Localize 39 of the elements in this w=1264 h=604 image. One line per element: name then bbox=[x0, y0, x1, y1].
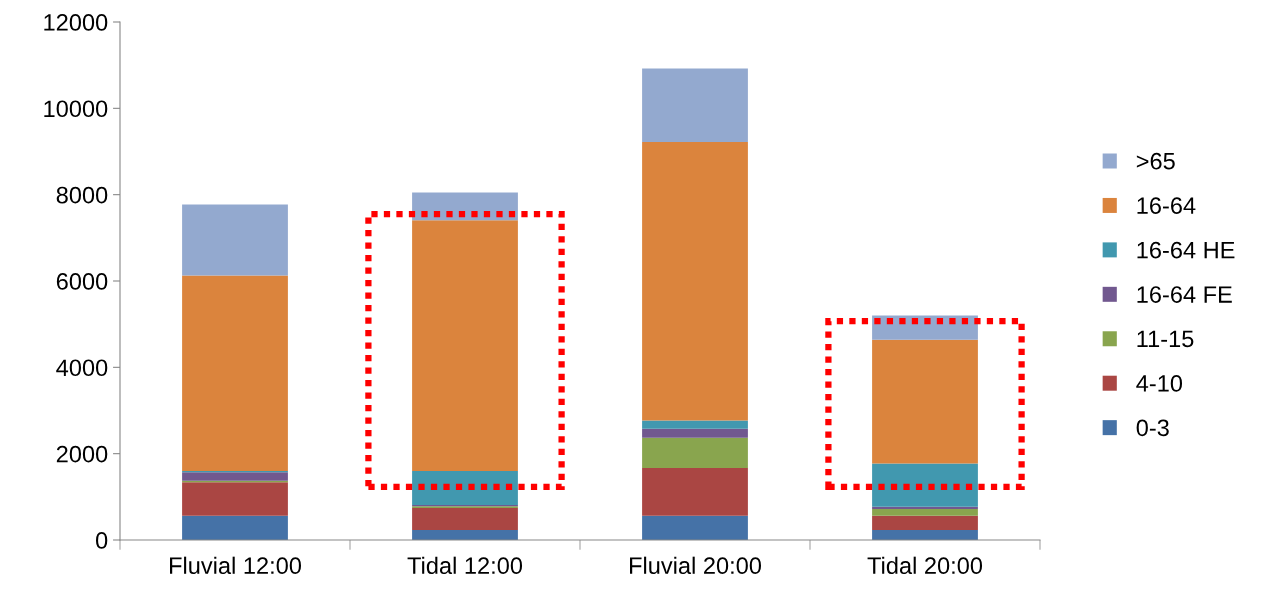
bar bbox=[642, 142, 748, 421]
bar bbox=[872, 506, 978, 509]
legend-label: 4-10 bbox=[1136, 375, 1183, 392]
bar bbox=[182, 515, 288, 540]
y-tick-label: 8000 bbox=[56, 186, 108, 204]
bar bbox=[872, 515, 978, 531]
y-tick-label: 2000 bbox=[56, 445, 108, 463]
bar bbox=[642, 68, 748, 142]
legend-label: 16-64 FE bbox=[1137, 286, 1232, 303]
y-tick-label: 12000 bbox=[44, 14, 108, 31]
bar bbox=[872, 508, 978, 516]
bar bbox=[642, 467, 748, 516]
legend-label: 0-3 bbox=[1136, 419, 1169, 437]
x-tick-label: Tidal 12:00 bbox=[407, 556, 523, 575]
legend-label: 16-64 bbox=[1137, 197, 1196, 214]
x-tick-label: Fluvial 20:00 bbox=[630, 556, 762, 575]
bar bbox=[872, 530, 978, 540]
y-tick-label: 4000 bbox=[56, 359, 108, 377]
bar bbox=[412, 508, 518, 531]
bar bbox=[412, 530, 518, 540]
bar bbox=[182, 482, 288, 516]
y-tick-label: 0 bbox=[95, 532, 108, 549]
bar bbox=[642, 515, 748, 540]
bar bbox=[182, 275, 288, 471]
bar bbox=[872, 339, 978, 464]
bar bbox=[182, 472, 288, 481]
bar bbox=[642, 437, 748, 468]
y-tick-label: 10000 bbox=[44, 100, 108, 118]
bar bbox=[642, 428, 748, 438]
y-tick-label: 6000 bbox=[56, 273, 108, 290]
legend-label: 11-15 bbox=[1137, 330, 1194, 348]
bar bbox=[182, 204, 288, 276]
bar bbox=[872, 463, 978, 507]
legend-label: >65 bbox=[1136, 152, 1175, 170]
x-tick-label: Fluvial 12:00 bbox=[170, 556, 302, 575]
legend-label: 16-64 HE bbox=[1137, 241, 1235, 259]
x-tick-label: Tidal 20:00 bbox=[867, 556, 983, 575]
bar bbox=[412, 470, 518, 506]
bar bbox=[642, 420, 748, 429]
